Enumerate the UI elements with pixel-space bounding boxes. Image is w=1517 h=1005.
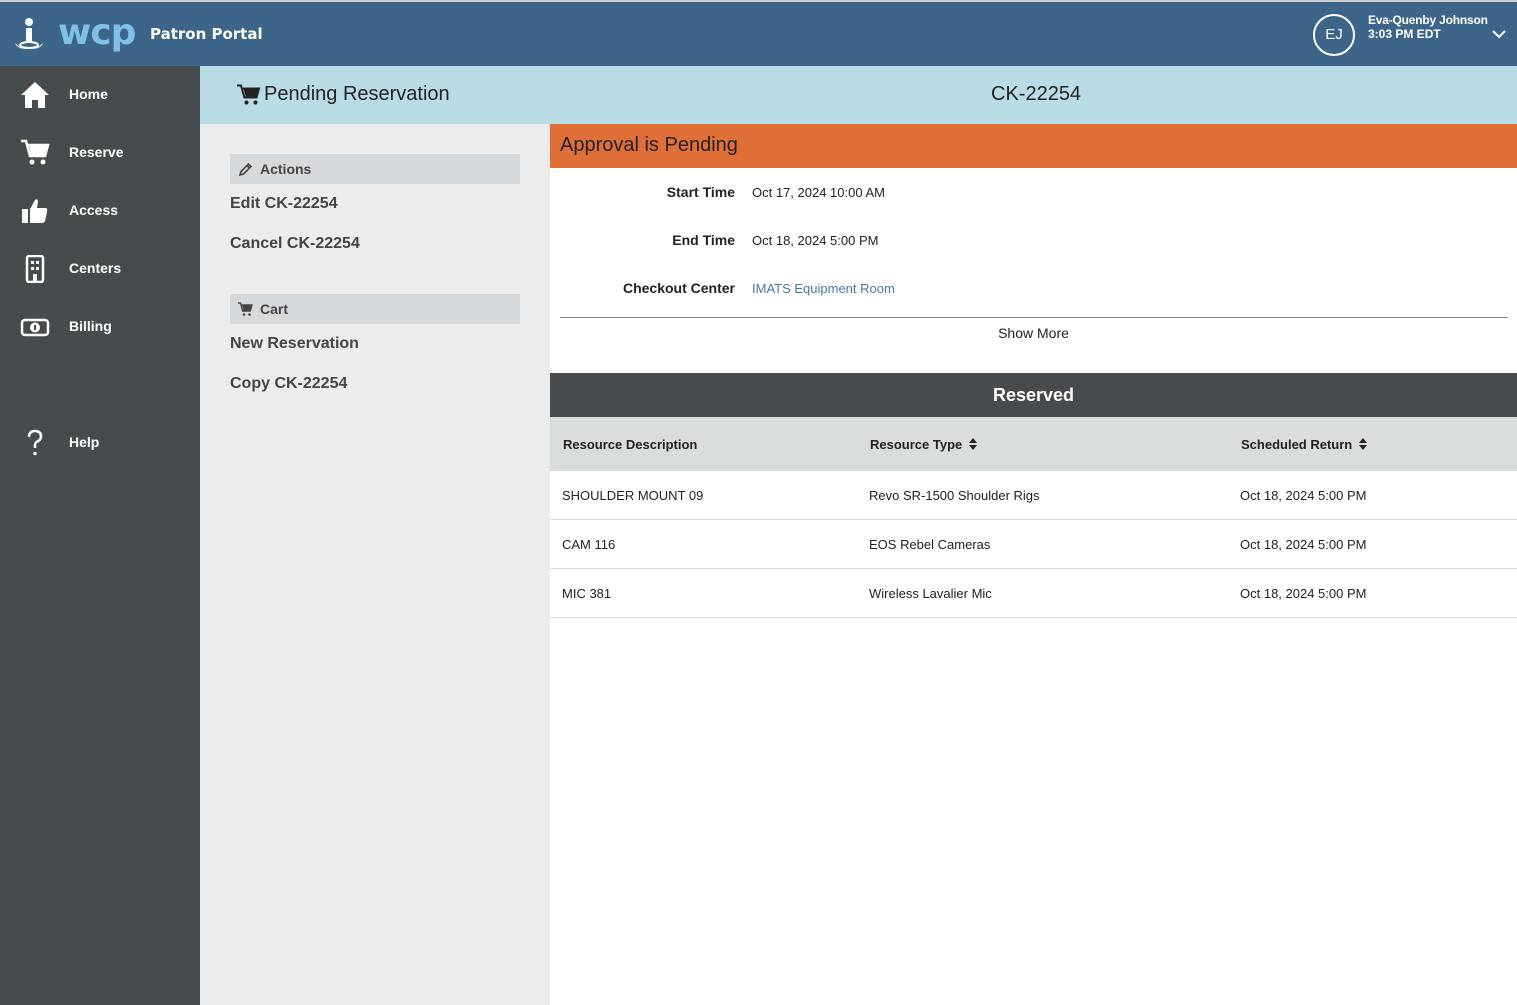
actions-heading: Actions [260,161,312,177]
page-title: Pending Reservation [264,83,450,105]
scheduled-return-cell: Oct 18, 2024 5:00 PM [1240,586,1367,601]
actions-panel: Actions Edit CK-22254 Cancel CK-22254 Ca… [200,124,550,1005]
checkout-center-link[interactable]: IMATS Equipment Room [752,281,895,296]
sidebar-item-help[interactable]: Help [0,415,200,471]
resource-description-cell: MIC 381 [562,586,612,601]
sidebar-item-label: Access [69,202,119,218]
reserved-title: Reserved [992,385,1075,405]
table-row[interactable]: CAM 116 EOS Rebel Cameras Oct 18, 2024 5… [550,520,1517,569]
reservation-id: CK-22254 [991,83,1082,105]
user-name: Eva-Quenby Johnson [1368,13,1488,27]
column-header-resource-description[interactable]: Resource Description [563,437,697,452]
sidebar-item-label: Centers [69,260,122,276]
sidebar-item-label: Home [69,86,108,102]
actions-section-header: Actions [230,154,520,184]
sort-icon [1358,438,1367,450]
end-time-value: Oct 18, 2024 5:00 PM [752,233,879,248]
money-icon [20,318,50,337]
sidebar-item-reserve[interactable]: Reserve [0,125,200,181]
cart-heading: Cart [260,301,289,317]
copy-reservation-link[interactable]: Copy CK-22254 [230,375,348,392]
sidebar-item-access[interactable]: Access [0,183,200,239]
start-time-label: Start Time [666,184,735,200]
pencil-icon [238,162,253,177]
column-header-label: Resource Type [870,437,963,452]
edit-reservation-link[interactable]: Edit CK-22254 [230,195,338,212]
sidebar: Home Reserve Access Centers [0,66,200,1005]
scheduled-return-cell: Oct 18, 2024 5:00 PM [1240,488,1367,503]
table-header: Resource Description Resource Type Sched… [550,417,1517,471]
column-header-label: Resource Description [563,437,698,452]
sort-icon [968,438,977,450]
portal-label: Patron Portal [150,25,263,43]
cart-icon [238,302,253,316]
checkout-center-label: Checkout Center [622,280,735,296]
column-header-label: Scheduled Return [1241,437,1353,452]
status-banner: Approval is Pending [550,124,1517,168]
resource-type-cell: EOS Rebel Cameras [869,537,991,552]
sidebar-item-centers[interactable]: Centers [0,241,200,297]
home-icon [21,82,49,108]
reserved-section-header: Reserved [550,373,1517,417]
column-header-resource-type[interactable]: Resource Type [870,437,977,452]
resource-type-cell: Wireless Lavalier Mic [869,586,992,601]
end-time-label: End Time [672,232,735,248]
top-bar: wcp Patron Portal EJ Eva-Quenby Johnson … [0,0,1517,66]
logo-wordmark: wcp [58,12,136,53]
page-header: Pending Reservation CK-22254 [200,66,1517,124]
details-divider [560,317,1508,318]
building-icon [25,255,45,283]
sidebar-item-label: Help [69,434,100,450]
cart-icon [21,139,50,165]
resource-type-cell: Revo SR-1500 Shoulder Rigs [869,488,1040,503]
scheduled-return-cell: Oct 18, 2024 5:00 PM [1240,537,1367,552]
sidebar-item-label: Billing [69,318,112,334]
sidebar-item-label: Reserve [69,144,124,160]
question-icon [27,429,43,456]
chevron-down-icon[interactable] [1491,26,1507,42]
thumbs-up-icon [22,199,48,223]
table-row[interactable]: SHOULDER MOUNT 09 Revo SR-1500 Shoulder … [550,471,1517,520]
sidebar-item-billing[interactable]: Billing [0,299,200,355]
table-row[interactable]: MIC 381 Wireless Lavalier Mic Oct 18, 20… [550,569,1517,618]
resource-description-cell: CAM 116 [562,537,616,552]
start-time-value: Oct 17, 2024 10:00 AM [752,185,885,200]
status-text: Approval is Pending [560,134,738,156]
person-logo-icon [15,18,43,50]
cart-section-header: Cart [230,294,520,324]
new-reservation-link[interactable]: New Reservation [230,335,359,352]
user-time: 3:03 PM EDT [1368,27,1441,41]
avatar[interactable]: EJ [1313,14,1355,56]
column-header-scheduled-return[interactable]: Scheduled Return [1241,437,1367,452]
cancel-reservation-link[interactable]: Cancel CK-22254 [230,235,360,252]
cart-icon [237,84,261,105]
show-more-button[interactable]: Show More [998,325,1069,341]
sidebar-item-home[interactable]: Home [0,67,200,123]
resource-description-cell: SHOULDER MOUNT 09 [562,488,704,503]
